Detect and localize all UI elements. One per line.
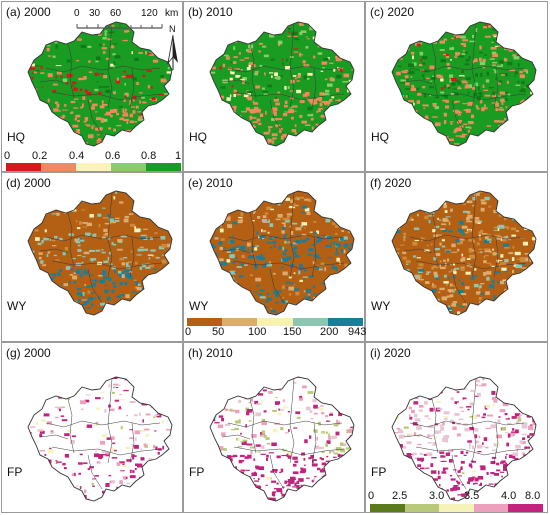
legend-tick: 0.6	[105, 150, 121, 162]
panel-variable-label: HQ	[371, 130, 389, 144]
panel-fp-2020: (i) 2020 FP	[365, 342, 548, 513]
panel-title: (h) 2010	[188, 346, 233, 360]
legend-tick: 943	[348, 326, 367, 338]
panel-variable-label: WY	[371, 299, 391, 313]
legend-fp: 0 2.5 3.0 3.5 4.0 8.0	[368, 490, 548, 514]
legend-swatch	[6, 163, 41, 171]
legend-tick: 3.0	[429, 490, 445, 502]
panel-fp-2010: (h) 2010 FP	[183, 342, 365, 513]
panel-title: (f) 2020	[370, 176, 412, 190]
legend-tick: 0.4	[69, 150, 85, 162]
legend-tick: 0	[368, 490, 375, 502]
panel-variable-label: WY	[7, 299, 27, 313]
legend-tick: 200	[320, 326, 339, 338]
legend-tick: 2.5	[392, 490, 408, 502]
legend-tick: 0.2	[32, 150, 48, 162]
legend-swatch	[404, 504, 440, 512]
panel-variable-label: FP	[371, 465, 387, 479]
scale-label-120: 120	[141, 8, 158, 19]
legend-swatch	[327, 318, 364, 326]
region-map	[391, 21, 537, 147]
legend-swatch	[508, 504, 543, 512]
panel-title: (c) 2020	[370, 5, 415, 19]
region-map	[209, 190, 355, 316]
legend-wy: 0 50 100 150 200 943	[184, 318, 370, 340]
scale-label-0: 0	[74, 8, 80, 19]
panel-variable-label: FP	[189, 465, 205, 479]
legend-swatch	[257, 318, 293, 326]
panel-title: (i) 2020	[370, 346, 411, 360]
region-map	[27, 21, 173, 147]
panel-title: (a) 2000	[6, 5, 51, 19]
panel-variable-label: HQ	[7, 130, 25, 144]
legend-swatch	[76, 163, 111, 171]
region-map	[27, 190, 173, 316]
scale-label-unit: km	[165, 8, 179, 19]
legend-color-bar	[6, 163, 181, 171]
panel-hq-2020: (c) 2020 HQ	[365, 1, 548, 172]
legend-tick: 100	[248, 326, 267, 338]
panel-variable-label: FP	[7, 465, 23, 479]
panel-variable-label: HQ	[189, 130, 207, 144]
panel-wy-2000: (d) 2000 WY	[1, 172, 183, 342]
north-arrow-icon: N	[166, 24, 180, 70]
legend-tick: 0	[185, 326, 192, 338]
legend-swatch	[439, 504, 474, 512]
legend-hq: 0 0.2 0.4 0.6 0.8 1	[4, 150, 182, 172]
legend-swatch	[292, 318, 328, 326]
legend-tick: 50	[212, 326, 225, 338]
region-map	[27, 376, 173, 502]
panel-title: (g) 2000	[6, 346, 51, 360]
legend-tick: 0	[4, 150, 11, 162]
legend-tick: 8.0	[525, 490, 541, 502]
panel-hq-2010: (b) 2010 HQ	[183, 1, 365, 172]
scale-bar-ruler	[76, 24, 163, 29]
region-map	[209, 21, 355, 147]
legend-tick: 150	[283, 326, 302, 338]
panel-hq-2000: (a) 2000 HQ	[1, 1, 183, 172]
legend-color-bar	[187, 318, 364, 326]
legend-swatch	[111, 163, 146, 171]
panel-wy-2010: (e) 2010 WY	[183, 172, 365, 342]
region-map	[391, 190, 537, 316]
region-map	[209, 376, 355, 502]
scale-bar: 0 30 60 120 km	[74, 8, 186, 38]
legend-swatch	[473, 504, 509, 512]
panel-wy-2020: (f) 2020 WY	[365, 172, 548, 342]
panel-title: (d) 2000	[6, 176, 51, 190]
legend-swatch	[222, 318, 258, 326]
legend-swatch	[146, 163, 181, 171]
legend-tick: 3.5	[464, 490, 480, 502]
panel-fp-2000: (g) 2000 FP	[1, 342, 183, 513]
legend-tick: 0.8	[141, 150, 157, 162]
legend-tick: 4.0	[501, 490, 517, 502]
legend-swatch	[187, 318, 223, 326]
region-map	[391, 376, 537, 502]
legend-swatch	[370, 504, 405, 512]
panel-title: (e) 2010	[188, 176, 233, 190]
north-label: N	[169, 24, 176, 34]
scale-label-60: 60	[110, 8, 122, 19]
legend-color-bar	[370, 504, 543, 512]
legend-swatch	[41, 163, 76, 171]
panel-variable-label: WY	[189, 299, 209, 313]
legend-tick: 1	[175, 150, 182, 162]
panel-title: (b) 2010	[188, 5, 233, 19]
scale-label-30: 30	[89, 8, 101, 19]
